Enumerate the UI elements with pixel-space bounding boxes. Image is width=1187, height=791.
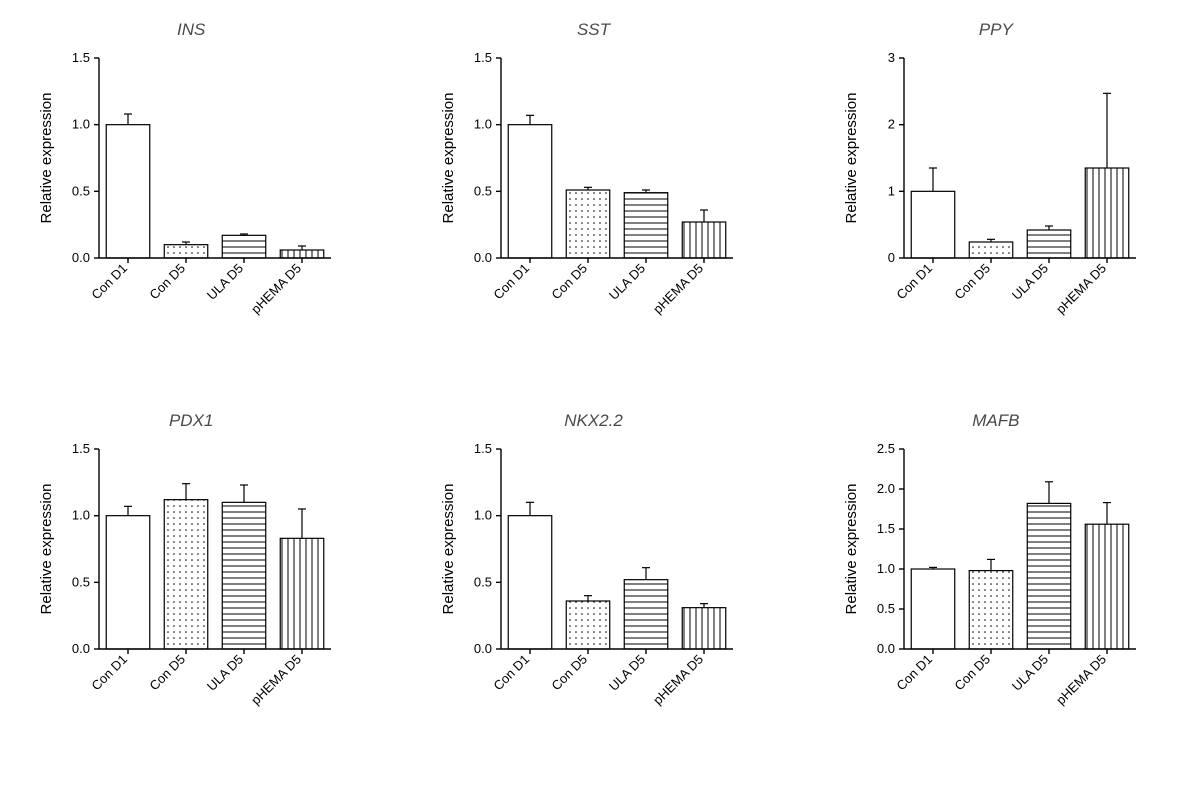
bar bbox=[911, 569, 955, 649]
xtick-label: ULA D5 bbox=[204, 651, 246, 693]
xtick-label: Con D1 bbox=[89, 651, 131, 693]
bar bbox=[625, 579, 669, 648]
xtick-label: Con D5 bbox=[549, 261, 591, 303]
y-axis-label: Relative expression bbox=[440, 93, 457, 224]
bar bbox=[164, 499, 208, 648]
ytick-label: 1.5 bbox=[877, 521, 895, 536]
bar bbox=[1085, 168, 1129, 258]
bar bbox=[969, 570, 1013, 648]
chart-panel: NKX2.2 0.0 0.5 1.0 1.5 Con D1 Con D5 ULA D5pHEM… bbox=[422, 411, 764, 772]
ytick-label: 0.0 bbox=[474, 250, 492, 265]
bar bbox=[222, 235, 266, 258]
panel-title: PDX1 bbox=[169, 411, 213, 431]
xtick-label: pHEMA D5 bbox=[1053, 261, 1109, 317]
bar bbox=[1027, 230, 1071, 258]
y-axis-label: Relative expression bbox=[38, 483, 55, 614]
xtick-label: Con D5 bbox=[951, 651, 993, 693]
y-axis-label: Relative expression bbox=[440, 483, 457, 614]
xtick-label: ULA D5 bbox=[606, 261, 648, 303]
xtick-label: Con D5 bbox=[147, 261, 189, 303]
y-axis-label: Relative expression bbox=[38, 93, 55, 224]
chart-svg: 0.0 0.5 1.0 1.5 Con D1 Con D5 ULA D5pHEMA D5 Re… bbox=[31, 439, 351, 759]
bar bbox=[1085, 524, 1129, 649]
bar bbox=[567, 190, 611, 258]
ytick-label: 2 bbox=[888, 117, 895, 132]
chart-svg: 0.0 0.5 1.0 1.5 2.0 2.5 Con D1 Con D5 ULA D5pHEM… bbox=[836, 439, 1156, 759]
xtick-label: ULA D5 bbox=[1009, 261, 1051, 303]
ytick-label: 0.5 bbox=[474, 574, 492, 589]
xtick-label: Con D1 bbox=[491, 261, 533, 303]
xtick-label: Con D5 bbox=[951, 261, 993, 303]
chart-panel: MAFB 0.0 0.5 1.0 1.5 2.0 2.5 Con D1 Con D5 ULA D5… bbox=[825, 411, 1167, 772]
ytick-label: 1 bbox=[888, 183, 895, 198]
bar bbox=[106, 125, 150, 258]
chart-panel: PDX1 0.0 0.5 1.0 1.5 Con D1 Con D5 ULA D5pHEMA … bbox=[20, 411, 362, 772]
xtick-label: pHEMA D5 bbox=[651, 651, 707, 707]
xtick-label: pHEMA D5 bbox=[248, 261, 304, 317]
bar bbox=[567, 601, 611, 649]
ytick-label: 1.0 bbox=[72, 117, 90, 132]
ytick-label: 0.0 bbox=[877, 641, 895, 656]
chart-svg: 0.0 0.5 1.0 1.5 Con D1 Con D5 ULA D5pHEMA D5 Re… bbox=[31, 48, 351, 368]
ytick-label: 3 bbox=[888, 50, 895, 65]
bar bbox=[911, 191, 955, 258]
ytick-label: 0 bbox=[888, 250, 895, 265]
bar bbox=[683, 607, 727, 648]
xtick-label: ULA D5 bbox=[204, 261, 246, 303]
panel-title: PPY bbox=[979, 20, 1013, 40]
bar bbox=[969, 242, 1013, 258]
bar bbox=[280, 538, 324, 649]
ytick-label: 0.5 bbox=[72, 574, 90, 589]
bar bbox=[222, 502, 266, 649]
bar bbox=[509, 515, 553, 648]
ytick-label: 1.0 bbox=[72, 507, 90, 522]
ytick-label: 0.5 bbox=[877, 601, 895, 616]
xtick-label: Con D1 bbox=[491, 651, 533, 693]
ytick-label: 0.5 bbox=[72, 183, 90, 198]
chart-svg: 0.0 0.5 1.0 1.5 Con D1 Con D5 ULA D5pHEMA D5 Re… bbox=[433, 48, 753, 368]
chart-panel: INS 0.0 0.5 1.0 1.5 Con D1 Con D5 ULA D5pHEMA D… bbox=[20, 20, 362, 381]
bar bbox=[164, 245, 208, 258]
bar bbox=[106, 515, 150, 648]
y-axis-label: Relative expression bbox=[843, 93, 860, 224]
xtick-label: Con D5 bbox=[549, 651, 591, 693]
chart-grid: INS0.00.51.01.5Con D1Con D5ULA D5pHEMA D… bbox=[20, 20, 1167, 771]
chart-svg: 0 1 2 3 Con D1 Con D5 ULA D5pHEMA D5 Relative e… bbox=[836, 48, 1156, 368]
ytick-label: 2.0 bbox=[877, 481, 895, 496]
ytick-label: 1.0 bbox=[474, 507, 492, 522]
ytick-label: 1.5 bbox=[474, 50, 492, 65]
xtick-label: Con D1 bbox=[89, 261, 131, 303]
bar bbox=[509, 125, 553, 258]
ytick-label: 0.0 bbox=[474, 641, 492, 656]
panel-title: MAFB bbox=[972, 411, 1019, 431]
xtick-label: ULA D5 bbox=[606, 651, 648, 693]
ytick-label: 1.5 bbox=[72, 50, 90, 65]
ytick-label: 1.5 bbox=[474, 441, 492, 456]
xtick-label: pHEMA D5 bbox=[1053, 651, 1109, 707]
ytick-label: 0.0 bbox=[72, 641, 90, 656]
xtick-label: Con D1 bbox=[893, 261, 935, 303]
ytick-label: 1.5 bbox=[72, 441, 90, 456]
bar bbox=[1027, 503, 1071, 649]
xtick-label: Con D5 bbox=[147, 651, 189, 693]
panel-title: INS bbox=[177, 20, 205, 40]
chart-panel: PPY 0 1 2 3 Con D1 Con D5 ULA D5pHEMA D5 Relativ… bbox=[825, 20, 1167, 381]
ytick-label: 1.0 bbox=[474, 117, 492, 132]
bar bbox=[280, 250, 324, 258]
ytick-label: 0.5 bbox=[474, 183, 492, 198]
ytick-label: 2.5 bbox=[877, 441, 895, 456]
chart-svg: 0.0 0.5 1.0 1.5 Con D1 Con D5 ULA D5pHEMA D5 Re… bbox=[433, 439, 753, 759]
chart-panel: SST 0.0 0.5 1.0 1.5 Con D1 Con D5 ULA D5pHEMA D… bbox=[422, 20, 764, 381]
xtick-label: pHEMA D5 bbox=[651, 261, 707, 317]
bar bbox=[625, 193, 669, 258]
panel-title: NKX2.2 bbox=[564, 411, 623, 431]
xtick-label: ULA D5 bbox=[1009, 651, 1051, 693]
panel-title: SST bbox=[577, 20, 610, 40]
y-axis-label: Relative expression bbox=[843, 483, 860, 614]
bar bbox=[683, 222, 727, 258]
ytick-label: 0.0 bbox=[72, 250, 90, 265]
xtick-label: Con D1 bbox=[893, 651, 935, 693]
ytick-label: 1.0 bbox=[877, 561, 895, 576]
xtick-label: pHEMA D5 bbox=[248, 651, 304, 707]
